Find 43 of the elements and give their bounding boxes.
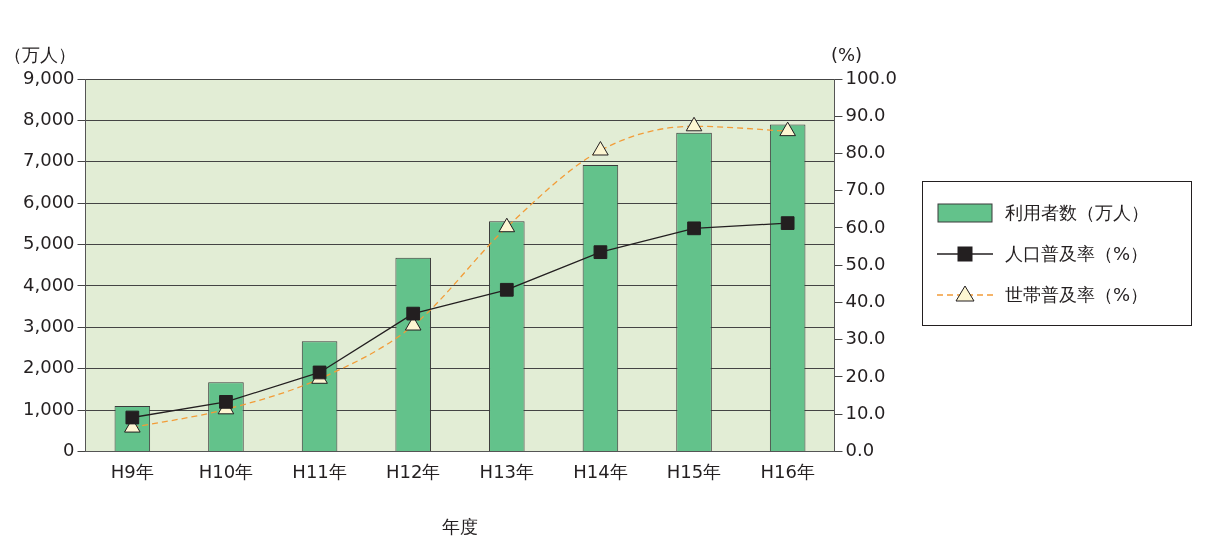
point: [312, 365, 327, 380]
y2-tick-label: 60.0: [845, 215, 886, 237]
point: [687, 221, 701, 236]
y-tick-label: 6,000: [23, 190, 75, 212]
y2-tick-label: 100.0: [845, 66, 897, 88]
point: [219, 395, 233, 409]
point: [125, 410, 140, 425]
y-axis-title: （万人）: [4, 43, 76, 65]
y2-tick-label: 10.0: [845, 401, 886, 423]
x-tick-label: H12年: [385, 460, 441, 482]
x-tick-label: H14年: [573, 460, 628, 482]
y-tick-label: 5,000: [23, 232, 75, 254]
y2-tick-label: 70.0: [845, 178, 886, 200]
y2-tick-label: 30.0: [845, 327, 886, 349]
point: [780, 216, 795, 230]
y2-axis-title: (%): [830, 43, 863, 65]
point: [406, 306, 421, 321]
x-tick-label: H10年: [198, 460, 254, 482]
x-tick-label: H16年: [760, 460, 815, 482]
y2-tick-label: 20.0: [845, 364, 886, 386]
y-tick-label: 4,000: [23, 273, 75, 295]
y-tick-label: 2,000: [23, 356, 75, 378]
x-tick-label: H13年: [479, 460, 535, 482]
x-tick-label: H9年: [110, 460, 154, 482]
point: [593, 245, 608, 260]
y2-tick-label: 80.0: [845, 141, 886, 163]
y-tick-label: 1,000: [23, 397, 75, 419]
legend-label: 人口普及率（%）: [1005, 241, 1149, 266]
point: [499, 282, 514, 297]
y2-tick-label: 40.0: [845, 290, 886, 312]
x-axis-title: 年度: [442, 516, 478, 537]
x-tick-label: H11年: [292, 460, 347, 482]
y-tick-label: 3,000: [23, 314, 75, 336]
y2-tick-label: 0.0: [845, 439, 875, 461]
x-tick-label: H15年: [666, 460, 722, 482]
y2-tick-label: 50.0: [845, 252, 886, 274]
legend-label: 世帯普及率（%）: [1005, 282, 1149, 307]
y-tick-label: 7,000: [23, 149, 75, 171]
y-tick-label: 0: [63, 439, 75, 461]
y-tick-label: 9,000: [23, 66, 75, 88]
legend-label: 利用者数（万人）: [1005, 200, 1149, 225]
y2-tick-label: 90.0: [845, 103, 886, 125]
y-tick-label: 8,000: [23, 108, 75, 130]
